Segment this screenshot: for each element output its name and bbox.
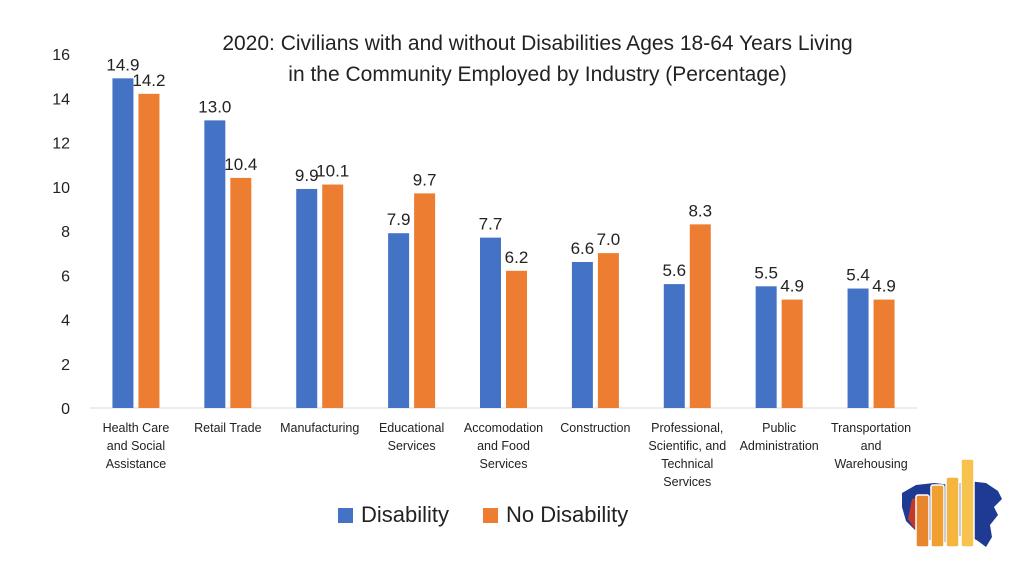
x-tick-label: Manufacturing	[280, 421, 359, 435]
legend-swatch-no-disability	[483, 507, 499, 523]
data-label-disability: 7.9	[387, 210, 411, 229]
y-tick-label: 16	[52, 47, 70, 64]
bar-disability	[204, 120, 226, 408]
data-label-no-disability: 14.2	[132, 71, 165, 90]
legend-label-disability: Disability	[361, 502, 450, 527]
x-tick-label: Construction	[560, 421, 630, 435]
y-tick-label: 2	[61, 357, 70, 374]
y-tick-label: 4	[61, 313, 70, 330]
y-tick-label: 6	[61, 268, 70, 285]
data-label-disability: 9.9	[295, 166, 319, 185]
x-tick-label: Retail Trade	[194, 421, 261, 435]
legend: Disability No Disability	[338, 500, 662, 530]
data-label-disability: 7.7	[479, 215, 503, 234]
bar-disability	[480, 237, 501, 408]
logo-icon	[902, 458, 1002, 548]
y-tick-label: 12	[52, 136, 70, 153]
data-label-no-disability: 6.2	[505, 248, 529, 267]
data-label-disability: 5.6	[662, 261, 686, 280]
data-label-no-disability: 4.9	[780, 277, 804, 296]
bar-no-disability	[138, 93, 160, 408]
data-label-disability: 6.6	[571, 239, 595, 258]
x-tick-label: Accomodation and Food Services	[464, 421, 543, 471]
bar-no-disability	[689, 224, 711, 408]
legend-label-no-disability: No Disability	[506, 502, 629, 527]
data-label-no-disability: 8.3	[688, 201, 712, 220]
legend-swatch-disability	[338, 507, 353, 523]
x-tick-label: Public Administration	[740, 421, 819, 453]
chart-title-line-2: in the Community Employed by Industry (P…	[288, 63, 787, 86]
x-tick-label: Transportation and Warehousing	[831, 421, 911, 471]
bar-disability	[571, 261, 593, 408]
x-tick-label: Professional, Scientific, and Technical Ser…	[648, 421, 726, 489]
chart-title: 2020: Civilians with and without Disabil…	[150, 28, 925, 90]
y-tick-label: 10	[52, 180, 70, 197]
data-label-no-disability: 7.0	[597, 230, 621, 249]
legend-item-disability: Disability	[338, 502, 449, 528]
bar-disability	[663, 284, 685, 408]
bar-no-disability	[873, 299, 895, 408]
data-label-no-disability: 4.9	[872, 277, 896, 296]
bar-no-disability	[597, 253, 619, 408]
legend-item-no-disability: No Disability	[483, 502, 628, 528]
bar-no-disability	[230, 177, 252, 408]
bar-no-disability	[781, 299, 803, 408]
bar-no-disability	[414, 193, 436, 408]
bar-disability	[755, 286, 777, 408]
bar-no-disability	[322, 184, 344, 408]
x-tick-label: Health Care and Social Assistance	[103, 421, 170, 471]
y-tick-label: 8	[61, 224, 70, 241]
chart-title-line-1: 2020: Civilians with and without Disabil…	[222, 32, 853, 55]
x-tick-label: Educational Services	[379, 421, 444, 453]
y-tick-label: 0	[61, 401, 70, 418]
bar-disability	[112, 78, 134, 409]
data-label-no-disability: 9.7	[413, 170, 437, 189]
data-label-no-disability: 10.4	[224, 155, 257, 174]
bar-disability	[847, 288, 869, 408]
data-label-no-disability: 10.1	[316, 162, 349, 181]
bar-no-disability	[506, 270, 527, 408]
data-label-disability: 14.9	[106, 55, 139, 74]
data-label-disability: 13.0	[198, 97, 231, 116]
y-tick-label: 14	[52, 91, 70, 108]
data-label-disability: 5.5	[754, 263, 778, 282]
bar-disability	[296, 188, 318, 408]
data-label-disability: 5.4	[846, 266, 870, 285]
bar-disability	[388, 233, 410, 408]
